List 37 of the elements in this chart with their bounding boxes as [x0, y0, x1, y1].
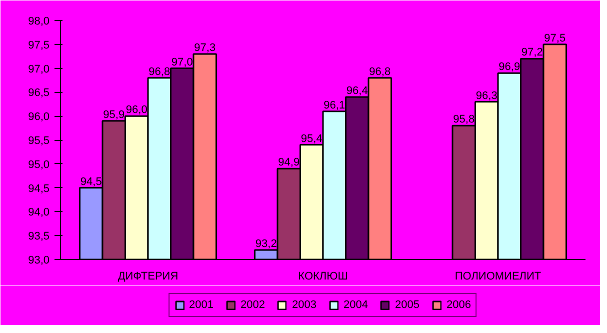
- legend-label: 2001: [189, 299, 214, 311]
- y-tick-label: 93,5: [28, 230, 50, 243]
- data-label: 95,4: [300, 132, 322, 145]
- data-label: 96,9: [498, 61, 520, 74]
- data-label: 94,9: [278, 156, 300, 169]
- legend-label: 2002: [240, 299, 266, 311]
- y-tick-label: 96,5: [28, 87, 50, 100]
- legend-label: 2006: [446, 299, 471, 311]
- data-label: 96,3: [476, 90, 498, 102]
- x-tick-label: ПОЛИОМИЕЛИТ: [454, 270, 542, 282]
- data-label: 97,3: [194, 42, 216, 54]
- y-tick-label: 98,0: [28, 16, 50, 28]
- data-label: 96,8: [369, 66, 391, 78]
- y-tick-label: 94,5: [28, 182, 50, 195]
- data-label: 95,8: [453, 114, 475, 126]
- data-label: 95,9: [103, 108, 125, 121]
- x-tick-label: ДИФТЕРИЯ: [118, 270, 178, 282]
- data-label: 96,0: [126, 104, 148, 116]
- x-tick-label: КОКЛЮШ: [298, 270, 348, 282]
- y-tick-label: 94,0: [28, 206, 50, 219]
- y-tick-label: 97,0: [28, 63, 50, 76]
- y-tick-label: 93,0: [28, 254, 50, 266]
- y-tick-label: 96,0: [28, 111, 50, 124]
- data-label: 97,2: [521, 46, 543, 59]
- data-label: 94,5: [80, 176, 102, 188]
- legend-label: 2005: [394, 299, 420, 311]
- data-label: 96,4: [346, 84, 368, 97]
- y-tick-label: 95,0: [28, 158, 50, 171]
- legend-label: 2003: [292, 299, 316, 311]
- data-label: 97,5: [544, 32, 566, 44]
- data-label: 96,1: [324, 99, 346, 112]
- data-label: 97,0: [171, 56, 193, 68]
- data-label: 96,8: [148, 66, 170, 78]
- y-tick-label: 97,5: [28, 39, 50, 52]
- data-label: 93,2: [255, 238, 277, 250]
- y-tick-label: 95,5: [28, 135, 50, 147]
- legend-label: 2004: [344, 299, 368, 311]
